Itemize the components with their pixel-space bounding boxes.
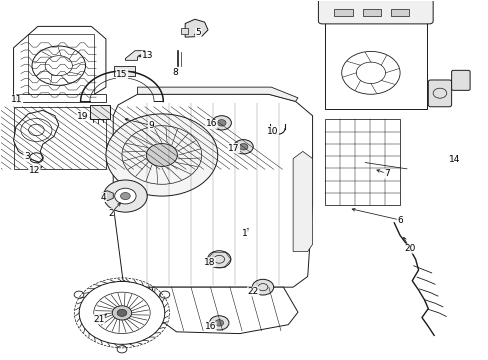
Polygon shape: [125, 51, 144, 60]
Text: 17: 17: [227, 144, 239, 153]
Bar: [390, 9, 408, 16]
Text: 8: 8: [172, 68, 178, 77]
Circle shape: [217, 120, 225, 126]
Bar: [362, 9, 380, 16]
Circle shape: [252, 279, 273, 295]
Text: 16: 16: [205, 120, 217, 129]
Text: 7: 7: [383, 169, 389, 178]
Circle shape: [233, 140, 253, 154]
Text: 16: 16: [204, 322, 216, 331]
Text: 18: 18: [203, 258, 215, 267]
Circle shape: [239, 144, 247, 150]
Polygon shape: [185, 19, 207, 37]
Polygon shape: [137, 87, 297, 102]
FancyBboxPatch shape: [318, 0, 432, 24]
Polygon shape: [113, 94, 312, 287]
Text: 3: 3: [24, 152, 29, 161]
Circle shape: [207, 251, 230, 268]
Bar: [90, 105, 110, 118]
Circle shape: [120, 193, 130, 200]
Bar: [334, 9, 352, 16]
Circle shape: [117, 309, 126, 316]
Text: 1: 1: [241, 229, 247, 238]
Bar: [28, 33, 94, 94]
Text: 20: 20: [403, 244, 415, 253]
Text: 22: 22: [247, 287, 258, 296]
Polygon shape: [14, 111, 59, 162]
Polygon shape: [152, 287, 297, 334]
Text: 19: 19: [77, 112, 89, 121]
Polygon shape: [292, 152, 312, 251]
Circle shape: [103, 180, 147, 212]
Circle shape: [214, 320, 223, 326]
Bar: [324, 119, 399, 205]
Text: 13: 13: [141, 51, 153, 60]
Text: 12: 12: [29, 166, 40, 175]
Bar: [14, 107, 106, 169]
Text: 11: 11: [11, 95, 22, 104]
Polygon shape: [102, 191, 113, 201]
FancyBboxPatch shape: [427, 80, 451, 107]
Circle shape: [106, 114, 217, 196]
Text: 9: 9: [148, 121, 154, 130]
Text: 4: 4: [101, 193, 106, 202]
Circle shape: [115, 188, 136, 204]
Circle shape: [211, 116, 231, 130]
Bar: [324, 19, 426, 109]
Bar: [181, 28, 188, 34]
Circle shape: [79, 282, 164, 344]
Text: 2: 2: [108, 209, 113, 218]
Text: 21: 21: [93, 315, 104, 324]
Circle shape: [146, 144, 177, 166]
FancyBboxPatch shape: [451, 70, 469, 90]
Circle shape: [209, 316, 228, 330]
Text: 5: 5: [195, 28, 201, 37]
Text: 14: 14: [448, 155, 460, 164]
Text: 6: 6: [396, 216, 402, 225]
Bar: [114, 66, 134, 76]
Circle shape: [112, 306, 131, 320]
Polygon shape: [14, 26, 106, 102]
Text: 15: 15: [116, 70, 127, 79]
Bar: [16, 94, 106, 102]
Text: 10: 10: [266, 127, 278, 136]
